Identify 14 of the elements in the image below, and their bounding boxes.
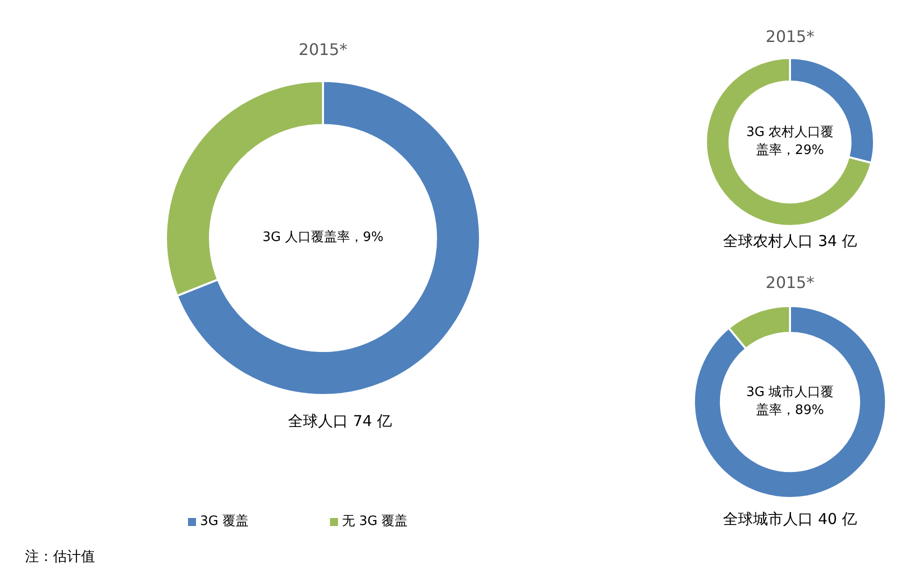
legend-label: 无 3G 覆盖 <box>342 513 408 530</box>
chart-title: 2015* <box>298 40 348 59</box>
text: 全球农村人口 34 亿 <box>722 232 858 251</box>
legend-label: 3G 覆盖 <box>200 513 248 530</box>
text: 注：估计值 <box>25 548 95 566</box>
donut-slice <box>705 57 872 227</box>
donut-slice <box>693 305 887 499</box>
text: 3G 农村人口覆盖率，29% <box>745 124 835 160</box>
text: 3G 人口覆盖率，9% <box>261 229 385 247</box>
text: 全球人口 74 亿 <box>287 412 393 431</box>
text: 全球城市人口 40 亿 <box>722 510 858 529</box>
chart-title: 2015* <box>764 273 816 292</box>
chart-title: 2015* <box>764 27 816 46</box>
text: 3G 城市人口覆盖率，89% <box>745 384 835 420</box>
